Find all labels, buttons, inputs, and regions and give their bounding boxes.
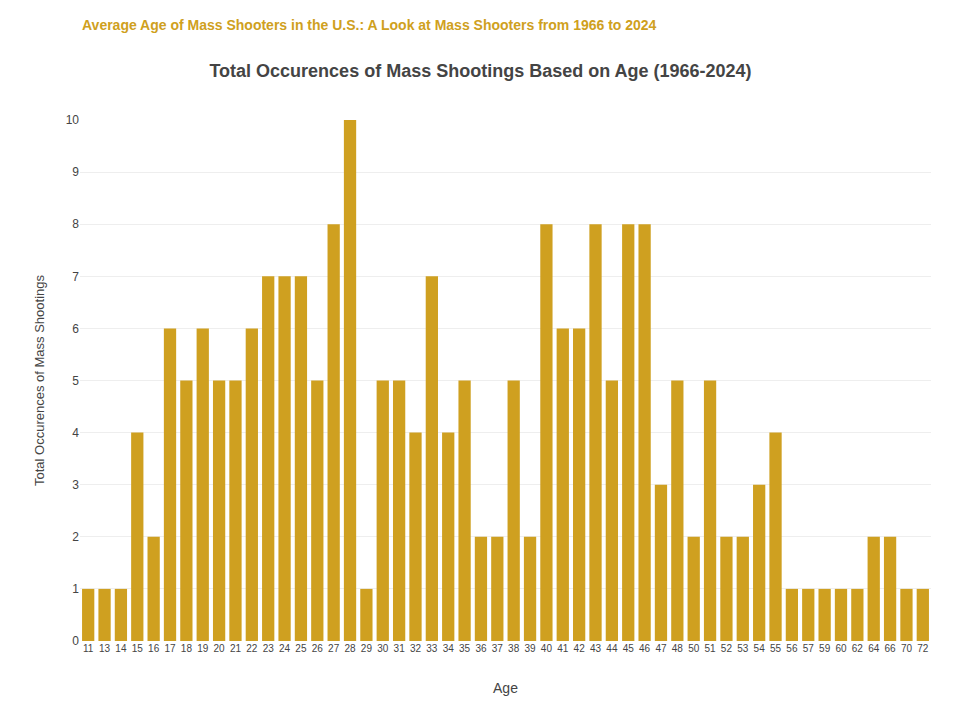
svg-text:46: 46 bbox=[639, 643, 651, 654]
svg-text:53: 53 bbox=[737, 643, 749, 654]
svg-text:22: 22 bbox=[246, 643, 258, 654]
svg-text:27: 27 bbox=[328, 643, 340, 654]
svg-text:8: 8 bbox=[72, 217, 79, 231]
svg-text:45: 45 bbox=[623, 643, 635, 654]
svg-text:66: 66 bbox=[885, 643, 897, 654]
svg-text:9: 9 bbox=[72, 165, 79, 179]
svg-text:6: 6 bbox=[72, 322, 79, 336]
svg-text:Total Occurences of Mass Shoot: Total Occurences of Mass Shootings bbox=[32, 275, 47, 486]
svg-text:3: 3 bbox=[72, 478, 79, 492]
svg-text:0: 0 bbox=[72, 634, 79, 648]
svg-text:15: 15 bbox=[132, 643, 144, 654]
svg-text:42: 42 bbox=[574, 643, 586, 654]
svg-text:23: 23 bbox=[263, 643, 275, 654]
svg-text:Age: Age bbox=[493, 680, 518, 696]
svg-text:19: 19 bbox=[197, 643, 209, 654]
svg-text:37: 37 bbox=[492, 643, 504, 654]
svg-text:14: 14 bbox=[115, 643, 127, 654]
svg-text:17: 17 bbox=[164, 643, 176, 654]
svg-text:43: 43 bbox=[590, 643, 602, 654]
svg-text:10: 10 bbox=[66, 113, 80, 127]
svg-text:16: 16 bbox=[148, 643, 160, 654]
svg-text:50: 50 bbox=[688, 643, 700, 654]
svg-text:40: 40 bbox=[541, 643, 553, 654]
svg-text:24: 24 bbox=[279, 643, 291, 654]
svg-text:2: 2 bbox=[72, 530, 79, 544]
svg-text:72: 72 bbox=[917, 643, 929, 654]
svg-text:47: 47 bbox=[655, 643, 667, 654]
svg-text:Average Age of Mass Shooters i: Average Age of Mass Shooters in the U.S.… bbox=[82, 17, 657, 33]
svg-text:38: 38 bbox=[508, 643, 520, 654]
svg-text:54: 54 bbox=[754, 643, 766, 654]
svg-text:21: 21 bbox=[230, 643, 242, 654]
svg-text:56: 56 bbox=[786, 643, 798, 654]
svg-text:5: 5 bbox=[72, 374, 79, 388]
svg-text:41: 41 bbox=[557, 643, 569, 654]
svg-text:33: 33 bbox=[426, 643, 438, 654]
svg-text:60: 60 bbox=[835, 643, 847, 654]
svg-text:26: 26 bbox=[312, 643, 324, 654]
svg-text:52: 52 bbox=[721, 643, 733, 654]
svg-text:30: 30 bbox=[377, 643, 389, 654]
svg-text:25: 25 bbox=[295, 643, 307, 654]
svg-text:34: 34 bbox=[443, 643, 455, 654]
svg-text:35: 35 bbox=[459, 643, 471, 654]
svg-text:11: 11 bbox=[83, 643, 94, 654]
svg-text:55: 55 bbox=[770, 643, 782, 654]
svg-text:62: 62 bbox=[852, 643, 864, 654]
svg-text:32: 32 bbox=[410, 643, 422, 654]
svg-text:20: 20 bbox=[214, 643, 226, 654]
svg-text:64: 64 bbox=[868, 643, 880, 654]
svg-text:29: 29 bbox=[361, 643, 373, 654]
svg-text:44: 44 bbox=[606, 643, 618, 654]
svg-text:1: 1 bbox=[72, 582, 79, 596]
svg-text:18: 18 bbox=[181, 643, 193, 654]
svg-text:Total Occurences of Mass Shoot: Total Occurences of Mass Shootings Based… bbox=[209, 61, 751, 81]
svg-text:70: 70 bbox=[901, 643, 913, 654]
svg-text:36: 36 bbox=[475, 643, 487, 654]
svg-text:4: 4 bbox=[72, 426, 79, 440]
svg-text:57: 57 bbox=[803, 643, 815, 654]
svg-text:59: 59 bbox=[819, 643, 831, 654]
svg-text:48: 48 bbox=[672, 643, 684, 654]
svg-text:51: 51 bbox=[705, 643, 717, 654]
svg-text:13: 13 bbox=[99, 643, 111, 654]
svg-text:31: 31 bbox=[394, 643, 406, 654]
svg-text:28: 28 bbox=[344, 643, 356, 654]
svg-text:39: 39 bbox=[524, 643, 536, 654]
svg-text:7: 7 bbox=[72, 270, 79, 284]
